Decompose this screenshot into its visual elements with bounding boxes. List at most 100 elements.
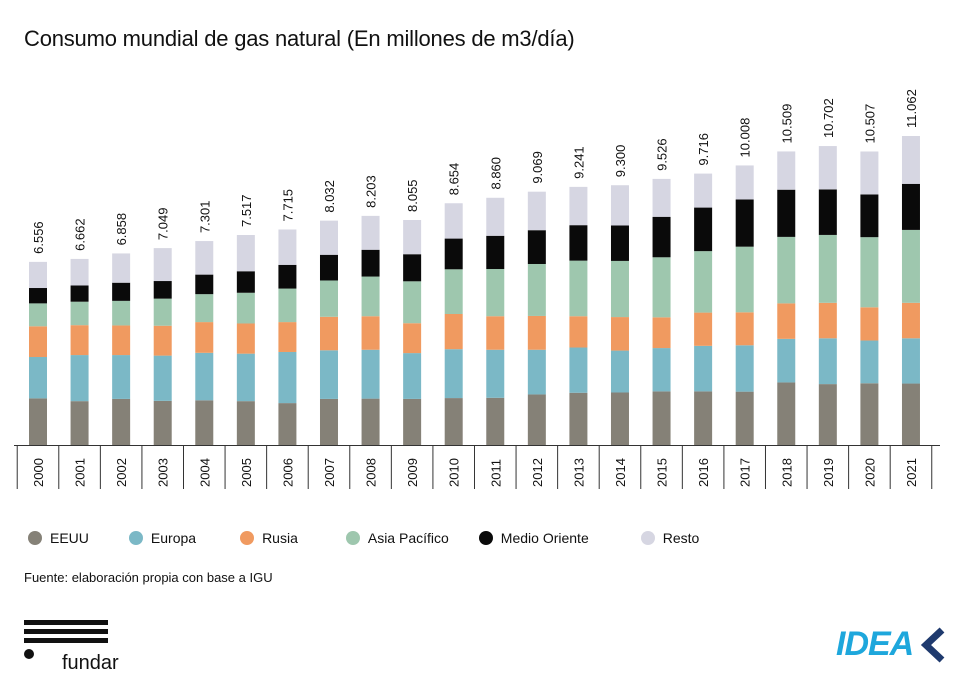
bar-segment-eeuu	[319, 398, 338, 445]
x-tick-label: 2013	[571, 458, 586, 487]
x-tick-label: 2005	[239, 458, 254, 487]
bar-segment-rusia	[29, 326, 47, 358]
bar-segment-asia-pacífico	[361, 276, 380, 317]
bar-segment-asia-pacífico	[694, 251, 713, 313]
legend-swatch	[640, 531, 655, 545]
x-tick-label: 2019	[821, 458, 836, 487]
x-tick-label: 2021	[904, 458, 919, 487]
bar-segment-medio-oriente	[818, 189, 837, 235]
bar-segment-resto	[486, 197, 505, 236]
bar-segment-europa	[486, 349, 505, 398]
bar-segment-medio-oriente	[278, 264, 297, 289]
bar-segment-eeuu	[818, 384, 837, 445]
bar-segment-rusia	[818, 302, 837, 339]
bar-segment-medio-oriente	[319, 254, 338, 281]
bar-total-label: 7.049	[156, 208, 171, 241]
bar-total-label: 8.032	[322, 180, 337, 213]
bar-segment-rusia	[486, 316, 505, 350]
bar-segment-eeuu	[70, 401, 89, 445]
bar-segment-eeuu	[694, 391, 713, 445]
x-tick-label: 2020	[862, 458, 877, 487]
bar-segment-resto	[29, 261, 47, 289]
x-tick-label: 2018	[779, 458, 794, 487]
bar-segment-medio-oriente	[569, 225, 588, 261]
bar-segment-resto	[901, 136, 920, 184]
bar-segment-europa	[70, 355, 89, 402]
fundar-logo-dot	[24, 649, 34, 659]
bar-segment-asia-pacífico	[652, 257, 671, 318]
bar-segment-eeuu	[610, 392, 629, 445]
bar-segment-medio-oriente	[112, 282, 131, 301]
bar-segment-asia-pacífico	[112, 300, 131, 326]
bar-segment-eeuu	[361, 398, 380, 445]
bar-segment-resto	[153, 248, 172, 282]
x-tick-label: 2017	[738, 458, 753, 487]
bar-segment-eeuu	[652, 391, 671, 445]
bar-segment-eeuu	[112, 398, 131, 445]
bar-segment-rusia	[70, 325, 89, 356]
x-tick-label: 2001	[73, 458, 88, 487]
bar-segment-asia-pacífico	[569, 260, 588, 317]
bar-segment-asia-pacífico	[444, 269, 463, 314]
bar-segment-europa	[236, 353, 255, 402]
bar-segment-asia-pacífico	[735, 246, 754, 313]
bar-total-label: 8.860	[488, 157, 503, 190]
bar-segment-europa	[652, 348, 671, 392]
idea-logo-text: IDEA	[836, 625, 914, 663]
legend-item-medio-oriente: Medio Oriente	[478, 530, 589, 546]
bar-total-label: 7.517	[239, 194, 254, 227]
bar-segment-medio-oriente	[860, 194, 879, 238]
x-tick-label: 2009	[405, 458, 420, 487]
bar-segment-rusia	[236, 323, 255, 354]
bar-segment-asia-pacífico	[777, 236, 796, 304]
bar-total-label: 6.556	[31, 221, 46, 254]
legend-swatch	[240, 531, 255, 545]
idea-logo: IDEA	[836, 624, 948, 666]
bar-segment-medio-oriente	[153, 281, 172, 299]
bar-segment-rusia	[278, 322, 297, 352]
x-tick-label: 2015	[655, 458, 670, 487]
bar-segment-asia-pacífico	[527, 263, 546, 316]
bar-segment-rusia	[652, 317, 671, 349]
bar-segment-resto	[777, 151, 796, 190]
bar-segment-europa	[860, 340, 879, 384]
bar-segment-rusia	[403, 323, 422, 354]
bar-total-label: 8.203	[364, 175, 379, 208]
bar-segment-rusia	[444, 313, 463, 350]
legend-label: Europa	[150, 530, 197, 546]
bar-total-label: 10.509	[779, 104, 794, 144]
bar-segment-rusia	[112, 325, 131, 356]
bar-segment-resto	[278, 229, 297, 265]
bar-segment-europa	[901, 338, 920, 384]
bar-segment-asia-pacífico	[153, 298, 172, 326]
bar-segment-resto	[70, 258, 89, 286]
bar-segment-asia-pacífico	[29, 303, 47, 327]
x-tick-label: 2002	[114, 458, 129, 487]
bar-total-label: 8.654	[447, 163, 462, 196]
bar-segment-eeuu	[29, 398, 47, 445]
bar-segment-asia-pacífico	[486, 269, 505, 317]
bar-segment-rusia	[860, 307, 879, 341]
bar-segment-medio-oriente	[694, 207, 713, 252]
bar-total-label: 10.008	[738, 118, 753, 158]
legend-label: Rusia	[262, 530, 298, 546]
bar-segment-eeuu	[153, 400, 172, 445]
legend-swatch	[128, 531, 143, 545]
bar-segment-resto	[403, 219, 422, 255]
bar-segment-europa	[818, 338, 837, 385]
bar-segment-medio-oriente	[527, 230, 546, 264]
bar-total-label: 10.507	[862, 104, 877, 144]
bar-segment-asia-pacífico	[70, 301, 89, 326]
x-tick-label: 2012	[530, 458, 545, 487]
bar-segment-medio-oriente	[610, 225, 629, 261]
bar-segment-eeuu	[278, 403, 297, 445]
bar-segment-rusia	[195, 322, 214, 353]
bar-segment-resto	[319, 220, 338, 255]
bar-segment-medio-oriente	[236, 271, 255, 293]
bar-segment-europa	[112, 355, 131, 399]
chart-legend: EEUU Europa Rusia Asia Pacífico Medio Orient…	[28, 530, 699, 546]
bar-segment-resto	[860, 151, 879, 195]
bar-total-label: 10.702	[821, 98, 836, 138]
fundar-logo-bar	[24, 620, 108, 625]
bar-segment-eeuu	[486, 397, 505, 445]
